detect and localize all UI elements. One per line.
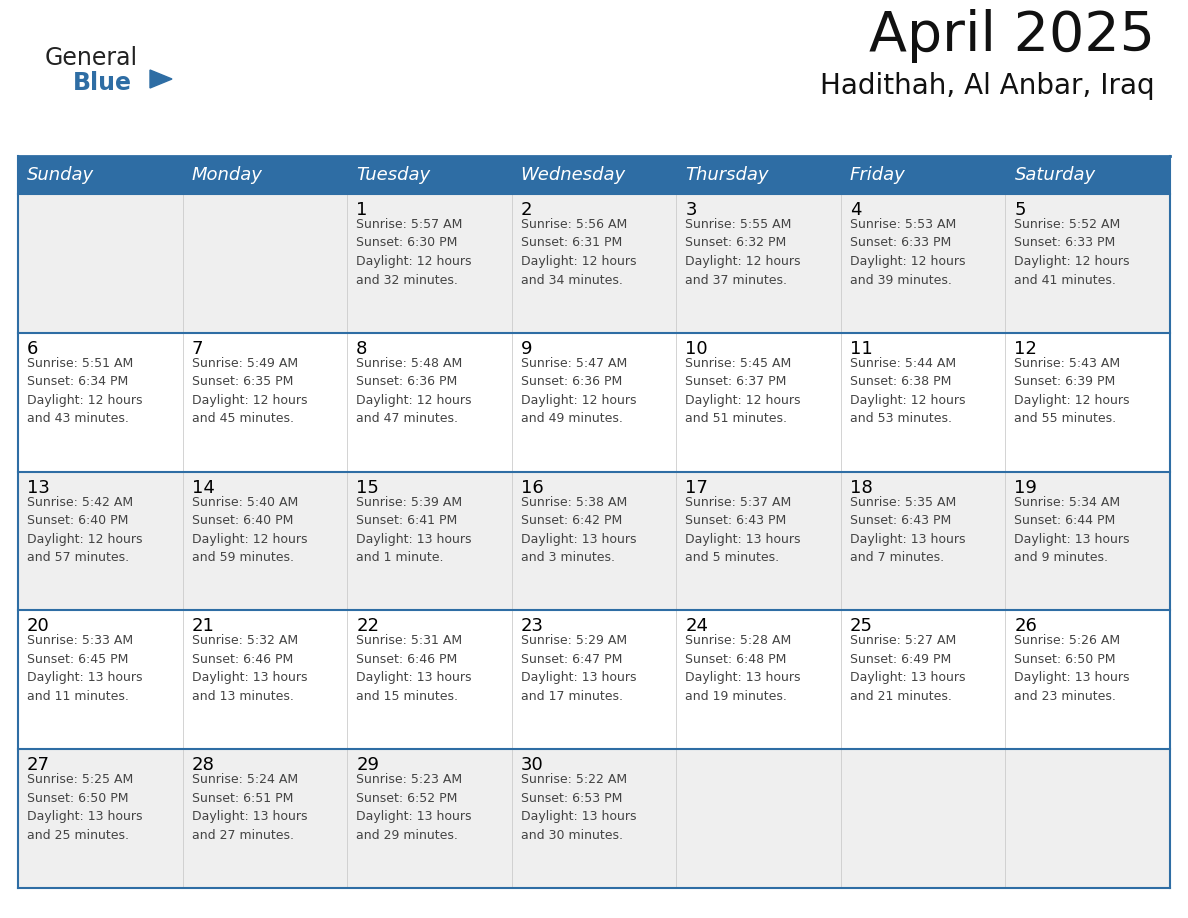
Text: 13: 13 <box>27 478 50 497</box>
Text: Sunrise: 5:40 AM
Sunset: 6:40 PM
Daylight: 12 hours
and 59 minutes.: Sunrise: 5:40 AM Sunset: 6:40 PM Dayligh… <box>191 496 307 564</box>
Text: 10: 10 <box>685 340 708 358</box>
Text: Sunrise: 5:31 AM
Sunset: 6:46 PM
Daylight: 13 hours
and 15 minutes.: Sunrise: 5:31 AM Sunset: 6:46 PM Dayligh… <box>356 634 472 703</box>
Text: 21: 21 <box>191 618 215 635</box>
Text: Hadithah, Al Anbar, Iraq: Hadithah, Al Anbar, Iraq <box>821 72 1155 100</box>
Text: Sunrise: 5:23 AM
Sunset: 6:52 PM
Daylight: 13 hours
and 29 minutes.: Sunrise: 5:23 AM Sunset: 6:52 PM Dayligh… <box>356 773 472 842</box>
Text: Sunrise: 5:45 AM
Sunset: 6:37 PM
Daylight: 12 hours
and 51 minutes.: Sunrise: 5:45 AM Sunset: 6:37 PM Dayligh… <box>685 357 801 425</box>
Text: 5: 5 <box>1015 201 1026 219</box>
Polygon shape <box>150 70 172 88</box>
Text: 8: 8 <box>356 340 367 358</box>
Text: 19: 19 <box>1015 478 1037 497</box>
Text: Thursday: Thursday <box>685 166 769 184</box>
Text: 27: 27 <box>27 756 50 774</box>
Text: 18: 18 <box>849 478 873 497</box>
Bar <box>347 156 512 194</box>
Text: Sunday: Sunday <box>27 166 94 184</box>
Text: 28: 28 <box>191 756 215 774</box>
Text: Saturday: Saturday <box>1015 166 1095 184</box>
Text: Blue: Blue <box>72 71 132 95</box>
Text: Sunrise: 5:33 AM
Sunset: 6:45 PM
Daylight: 13 hours
and 11 minutes.: Sunrise: 5:33 AM Sunset: 6:45 PM Dayligh… <box>27 634 143 703</box>
Text: 25: 25 <box>849 618 873 635</box>
Text: Sunrise: 5:49 AM
Sunset: 6:35 PM
Daylight: 12 hours
and 45 minutes.: Sunrise: 5:49 AM Sunset: 6:35 PM Dayligh… <box>191 357 307 425</box>
Text: 2: 2 <box>520 201 532 219</box>
Text: Sunrise: 5:39 AM
Sunset: 6:41 PM
Daylight: 13 hours
and 1 minute.: Sunrise: 5:39 AM Sunset: 6:41 PM Dayligh… <box>356 496 472 564</box>
Text: Sunrise: 5:37 AM
Sunset: 6:43 PM
Daylight: 13 hours
and 5 minutes.: Sunrise: 5:37 AM Sunset: 6:43 PM Dayligh… <box>685 496 801 564</box>
Text: Sunrise: 5:44 AM
Sunset: 6:38 PM
Daylight: 12 hours
and 53 minutes.: Sunrise: 5:44 AM Sunset: 6:38 PM Dayligh… <box>849 357 966 425</box>
Text: 7: 7 <box>191 340 203 358</box>
Text: 20: 20 <box>27 618 50 635</box>
Text: 6: 6 <box>27 340 38 358</box>
Text: Sunrise: 5:27 AM
Sunset: 6:49 PM
Daylight: 13 hours
and 21 minutes.: Sunrise: 5:27 AM Sunset: 6:49 PM Dayligh… <box>849 634 966 703</box>
Text: Sunrise: 5:55 AM
Sunset: 6:32 PM
Daylight: 12 hours
and 37 minutes.: Sunrise: 5:55 AM Sunset: 6:32 PM Dayligh… <box>685 218 801 286</box>
Bar <box>841 156 1005 194</box>
Text: 9: 9 <box>520 340 532 358</box>
Text: Sunrise: 5:52 AM
Sunset: 6:33 PM
Daylight: 12 hours
and 41 minutes.: Sunrise: 5:52 AM Sunset: 6:33 PM Dayligh… <box>1015 218 1130 286</box>
Text: Sunrise: 5:43 AM
Sunset: 6:39 PM
Daylight: 12 hours
and 55 minutes.: Sunrise: 5:43 AM Sunset: 6:39 PM Dayligh… <box>1015 357 1130 425</box>
Text: 29: 29 <box>356 756 379 774</box>
Text: 12: 12 <box>1015 340 1037 358</box>
Text: Sunrise: 5:22 AM
Sunset: 6:53 PM
Daylight: 13 hours
and 30 minutes.: Sunrise: 5:22 AM Sunset: 6:53 PM Dayligh… <box>520 773 637 842</box>
Text: 11: 11 <box>849 340 873 358</box>
Text: Wednesday: Wednesday <box>520 166 626 184</box>
Text: Sunrise: 5:24 AM
Sunset: 6:51 PM
Daylight: 13 hours
and 27 minutes.: Sunrise: 5:24 AM Sunset: 6:51 PM Dayligh… <box>191 773 307 842</box>
Bar <box>18 194 1170 333</box>
Text: Sunrise: 5:47 AM
Sunset: 6:36 PM
Daylight: 12 hours
and 49 minutes.: Sunrise: 5:47 AM Sunset: 6:36 PM Dayligh… <box>520 357 637 425</box>
Text: Sunrise: 5:35 AM
Sunset: 6:43 PM
Daylight: 13 hours
and 7 minutes.: Sunrise: 5:35 AM Sunset: 6:43 PM Dayligh… <box>849 496 966 564</box>
Text: Sunrise: 5:42 AM
Sunset: 6:40 PM
Daylight: 12 hours
and 57 minutes.: Sunrise: 5:42 AM Sunset: 6:40 PM Dayligh… <box>27 496 143 564</box>
Bar <box>18 610 1170 749</box>
Text: Sunrise: 5:38 AM
Sunset: 6:42 PM
Daylight: 13 hours
and 3 minutes.: Sunrise: 5:38 AM Sunset: 6:42 PM Dayligh… <box>520 496 637 564</box>
Text: Sunrise: 5:29 AM
Sunset: 6:47 PM
Daylight: 13 hours
and 17 minutes.: Sunrise: 5:29 AM Sunset: 6:47 PM Dayligh… <box>520 634 637 703</box>
Text: Sunrise: 5:25 AM
Sunset: 6:50 PM
Daylight: 13 hours
and 25 minutes.: Sunrise: 5:25 AM Sunset: 6:50 PM Dayligh… <box>27 773 143 842</box>
Bar <box>18 156 183 194</box>
Text: Sunrise: 5:48 AM
Sunset: 6:36 PM
Daylight: 12 hours
and 47 minutes.: Sunrise: 5:48 AM Sunset: 6:36 PM Dayligh… <box>356 357 472 425</box>
Text: Sunrise: 5:53 AM
Sunset: 6:33 PM
Daylight: 12 hours
and 39 minutes.: Sunrise: 5:53 AM Sunset: 6:33 PM Dayligh… <box>849 218 966 286</box>
Text: Sunrise: 5:28 AM
Sunset: 6:48 PM
Daylight: 13 hours
and 19 minutes.: Sunrise: 5:28 AM Sunset: 6:48 PM Dayligh… <box>685 634 801 703</box>
Bar <box>512 156 676 194</box>
Text: General: General <box>45 46 138 70</box>
Bar <box>676 156 841 194</box>
Text: Tuesday: Tuesday <box>356 166 430 184</box>
Text: Sunrise: 5:51 AM
Sunset: 6:34 PM
Daylight: 12 hours
and 43 minutes.: Sunrise: 5:51 AM Sunset: 6:34 PM Dayligh… <box>27 357 143 425</box>
Text: Friday: Friday <box>849 166 905 184</box>
Bar <box>183 156 347 194</box>
Text: 24: 24 <box>685 618 708 635</box>
Text: Sunrise: 5:57 AM
Sunset: 6:30 PM
Daylight: 12 hours
and 32 minutes.: Sunrise: 5:57 AM Sunset: 6:30 PM Dayligh… <box>356 218 472 286</box>
Text: 1: 1 <box>356 201 367 219</box>
Bar <box>18 749 1170 888</box>
Bar <box>18 333 1170 472</box>
Text: 15: 15 <box>356 478 379 497</box>
Text: April 2025: April 2025 <box>868 9 1155 63</box>
Text: 26: 26 <box>1015 618 1037 635</box>
Text: Sunrise: 5:32 AM
Sunset: 6:46 PM
Daylight: 13 hours
and 13 minutes.: Sunrise: 5:32 AM Sunset: 6:46 PM Dayligh… <box>191 634 307 703</box>
Text: 14: 14 <box>191 478 215 497</box>
Bar <box>1005 156 1170 194</box>
Text: Monday: Monday <box>191 166 263 184</box>
Text: 17: 17 <box>685 478 708 497</box>
Text: 23: 23 <box>520 618 544 635</box>
Bar <box>18 472 1170 610</box>
Text: Sunrise: 5:26 AM
Sunset: 6:50 PM
Daylight: 13 hours
and 23 minutes.: Sunrise: 5:26 AM Sunset: 6:50 PM Dayligh… <box>1015 634 1130 703</box>
Text: 22: 22 <box>356 618 379 635</box>
Text: 3: 3 <box>685 201 697 219</box>
Text: Sunrise: 5:34 AM
Sunset: 6:44 PM
Daylight: 13 hours
and 9 minutes.: Sunrise: 5:34 AM Sunset: 6:44 PM Dayligh… <box>1015 496 1130 564</box>
Text: Sunrise: 5:56 AM
Sunset: 6:31 PM
Daylight: 12 hours
and 34 minutes.: Sunrise: 5:56 AM Sunset: 6:31 PM Dayligh… <box>520 218 637 286</box>
Text: 4: 4 <box>849 201 861 219</box>
Text: 16: 16 <box>520 478 543 497</box>
Text: 30: 30 <box>520 756 543 774</box>
